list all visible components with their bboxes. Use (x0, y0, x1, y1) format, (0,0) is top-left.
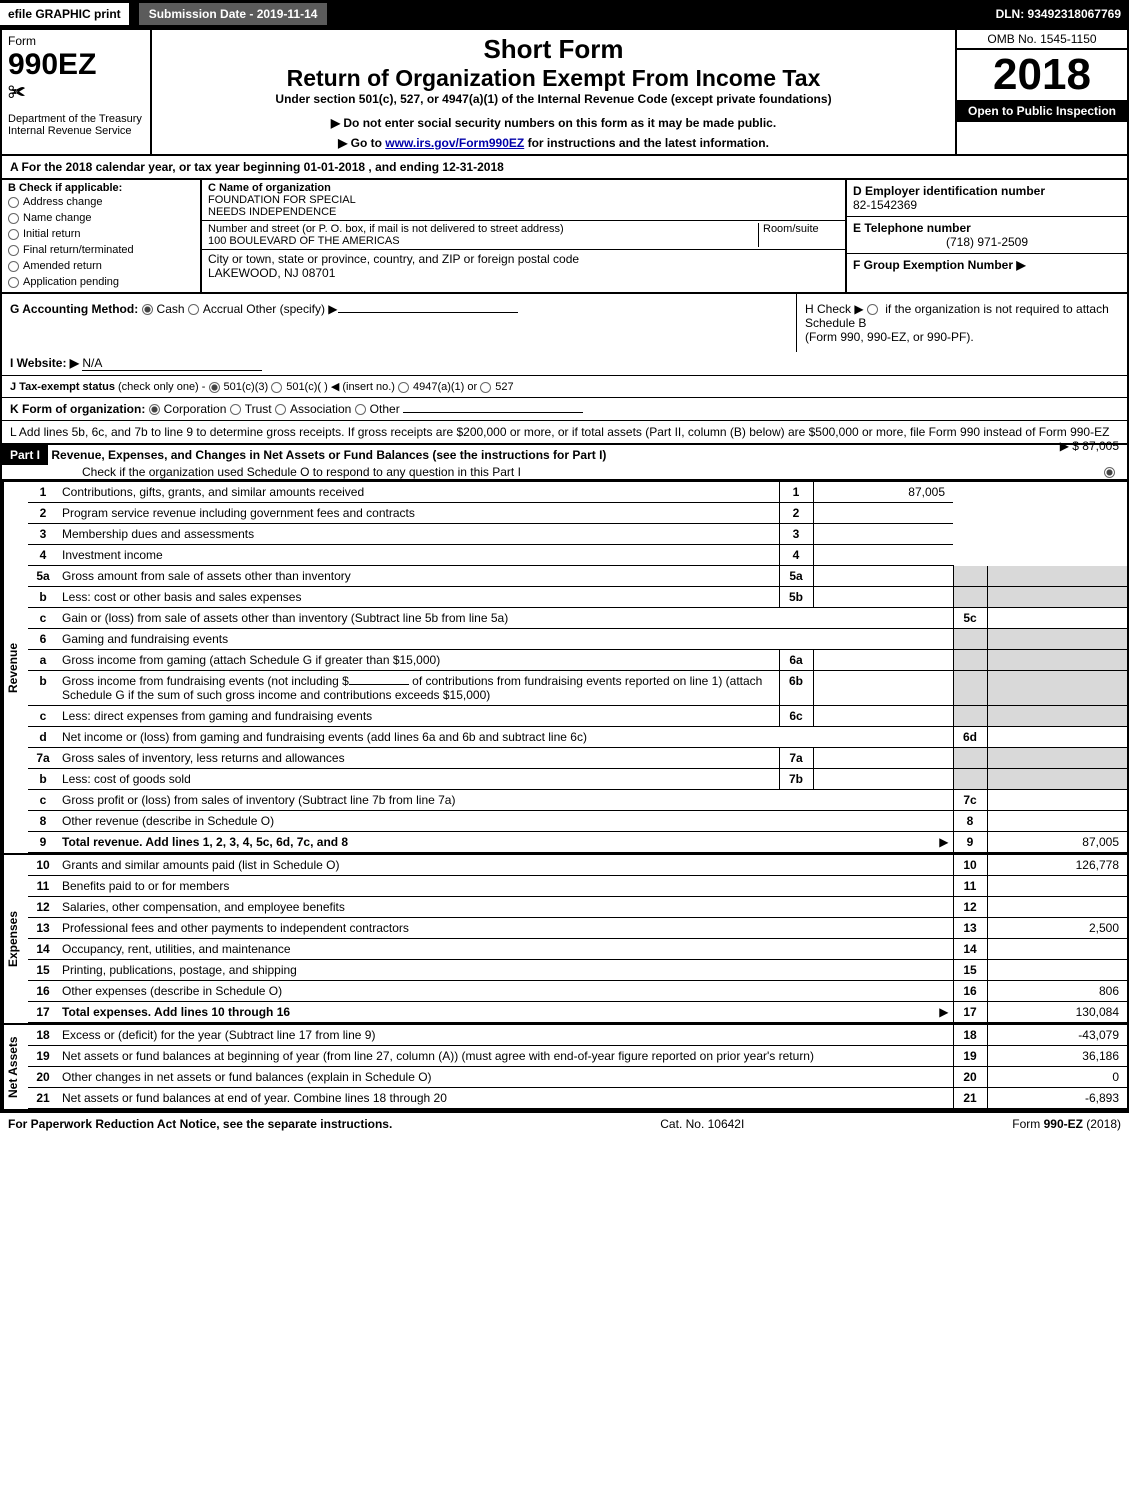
org-name-2: NEEDS INDEPENDENCE (208, 206, 839, 218)
radio-501c[interactable] (271, 382, 282, 393)
open-public: Open to Public Inspection (957, 100, 1127, 122)
l-value: ▶ $ 87,005 (1060, 439, 1119, 453)
subtitle: Under section 501(c), 527, or 4947(a)(1)… (160, 92, 947, 106)
dln: DLN: 93492318067769 (996, 7, 1129, 21)
addr-value: 100 BOULEVARD OF THE AMERICAS (208, 235, 754, 247)
row-l: L Add lines 5b, 6c, and 7b to line 9 to … (2, 421, 1127, 443)
phone-value: (718) 971-2509 (853, 235, 1121, 249)
part1-title: Revenue, Expenses, and Changes in Net As… (51, 448, 606, 462)
form-number-box: Form 990EZ ✀ Department of the Treasury … (2, 30, 152, 154)
d-label: D Employer identification number (853, 184, 1121, 198)
addr-label: Number and street (or P. O. box, if mail… (208, 223, 754, 235)
check-schedule-o[interactable] (1104, 467, 1115, 478)
radio-527[interactable] (480, 382, 491, 393)
submission-date: Submission Date - 2019-11-14 (137, 1, 330, 27)
check-address-change[interactable] (8, 197, 19, 208)
sidebar-revenue: Revenue (2, 482, 28, 853)
identity-section: B Check if applicable: Address change Na… (2, 180, 1127, 294)
radio-other-org[interactable] (355, 404, 366, 415)
k-label: K Form of organization: (10, 402, 145, 416)
revenue-table: 1Contributions, gifts, grants, and simil… (28, 482, 1127, 853)
title-short-form: Short Form (160, 34, 947, 65)
j-label: J Tax-exempt status (10, 381, 115, 393)
tax-year: 2018 (957, 50, 1127, 100)
efile-label: efile GRAPHIC print (0, 3, 129, 25)
dept-treasury: Department of the Treasury (8, 113, 144, 125)
check-amended[interactable] (8, 261, 19, 272)
other-org-input[interactable] (403, 412, 583, 413)
row-a-taxyear: A For the 2018 calendar year, or tax yea… (2, 156, 1127, 180)
right-header-box: OMB No. 1545-1150 2018 Open to Public In… (957, 30, 1127, 154)
radio-4947[interactable] (398, 382, 409, 393)
row-j: J Tax-exempt status (check only one) - 5… (2, 376, 1127, 398)
city-label: City or town, state or province, country… (208, 252, 839, 266)
radio-cash[interactable] (142, 304, 153, 315)
radio-trust[interactable] (230, 404, 241, 415)
other-specify-input[interactable] (338, 312, 518, 313)
check-initial-return[interactable] (8, 229, 19, 240)
part1-label: Part I (2, 445, 48, 465)
row-h: H Check ▶ if the organization is not req… (797, 294, 1127, 352)
b-label: B Check if applicable: (8, 182, 194, 194)
radio-accrual[interactable] (188, 304, 199, 315)
check-name-change[interactable] (8, 213, 19, 224)
check-pending[interactable] (8, 277, 19, 288)
l-text: L Add lines 5b, 6c, and 7b to line 9 to … (10, 425, 1109, 439)
col-c-name: C Name of organization FOUNDATION FOR SP… (202, 180, 847, 292)
form-label: Form (8, 34, 144, 48)
check-h[interactable] (867, 304, 878, 315)
irs-label: Internal Revenue Service (8, 125, 144, 137)
ein-value: 82-1542369 (853, 198, 1121, 212)
website-value: N/A (82, 356, 262, 371)
radio-corp[interactable] (149, 404, 160, 415)
i-label: I Website: ▶ (10, 356, 79, 370)
net-assets-section: Net Assets 18Excess or (deficit) for the… (2, 1023, 1127, 1109)
warning-ssn: ▶ Do not enter social security numbers o… (160, 116, 947, 130)
c-label: C Name of organization (208, 182, 839, 194)
sidebar-net-assets: Net Assets (2, 1025, 28, 1109)
form-990ez: Form 990EZ ✀ Department of the Treasury … (0, 28, 1129, 1111)
col-b-checks: B Check if applicable: Address change Na… (2, 180, 202, 292)
irs-link[interactable]: www.irs.gov/Form990EZ (385, 136, 524, 150)
warning-goto: ▶ Go to www.irs.gov/Form990EZ for instru… (160, 136, 947, 150)
g-label: G Accounting Method: (10, 302, 138, 316)
org-name-1: FOUNDATION FOR SPECIAL (208, 194, 839, 206)
revenue-section: Revenue 1Contributions, gifts, grants, a… (2, 480, 1127, 853)
part1-header-row: Part I Revenue, Expenses, and Changes in… (2, 443, 1127, 480)
footer-right: Form 990-EZ (2018) (1012, 1117, 1121, 1131)
top-bar: efile GRAPHIC print Submission Date - 20… (0, 0, 1129, 28)
sidebar-expenses: Expenses (2, 855, 28, 1023)
part1-check-note: Check if the organization used Schedule … (2, 465, 521, 479)
check-final-return[interactable] (8, 245, 19, 256)
footer: For Paperwork Reduction Act Notice, see … (0, 1111, 1129, 1135)
omb-number: OMB No. 1545-1150 (957, 30, 1127, 50)
expenses-table: 10Grants and similar amounts paid (list … (28, 855, 1127, 1023)
room-suite-label: Room/suite (759, 223, 839, 247)
city-value: LAKEWOOD, NJ 08701 (208, 266, 839, 280)
footer-left: For Paperwork Reduction Act Notice, see … (8, 1117, 392, 1131)
title-return: Return of Organization Exempt From Incom… (160, 65, 947, 92)
footer-mid: Cat. No. 10642I (660, 1117, 744, 1131)
title-block: Short Form Return of Organization Exempt… (152, 30, 957, 154)
row-g-h: G Accounting Method: Cash Accrual Other … (2, 294, 1127, 352)
e-label: E Telephone number (853, 221, 1121, 235)
header-block: Form 990EZ ✀ Department of the Treasury … (2, 30, 1127, 156)
col-d-e-f: D Employer identification number 82-1542… (847, 180, 1127, 292)
expenses-section: Expenses 10Grants and similar amounts pa… (2, 853, 1127, 1023)
form-number: 990EZ (8, 48, 144, 82)
row-i: I Website: ▶ N/A (2, 352, 1127, 376)
radio-501c3[interactable] (209, 382, 220, 393)
row-k: K Form of organization: Corporation Trus… (2, 398, 1127, 421)
radio-assoc[interactable] (275, 404, 286, 415)
f-label: F Group Exemption Number ▶ (853, 258, 1026, 272)
net-assets-table: 18Excess or (deficit) for the year (Subt… (28, 1025, 1127, 1109)
